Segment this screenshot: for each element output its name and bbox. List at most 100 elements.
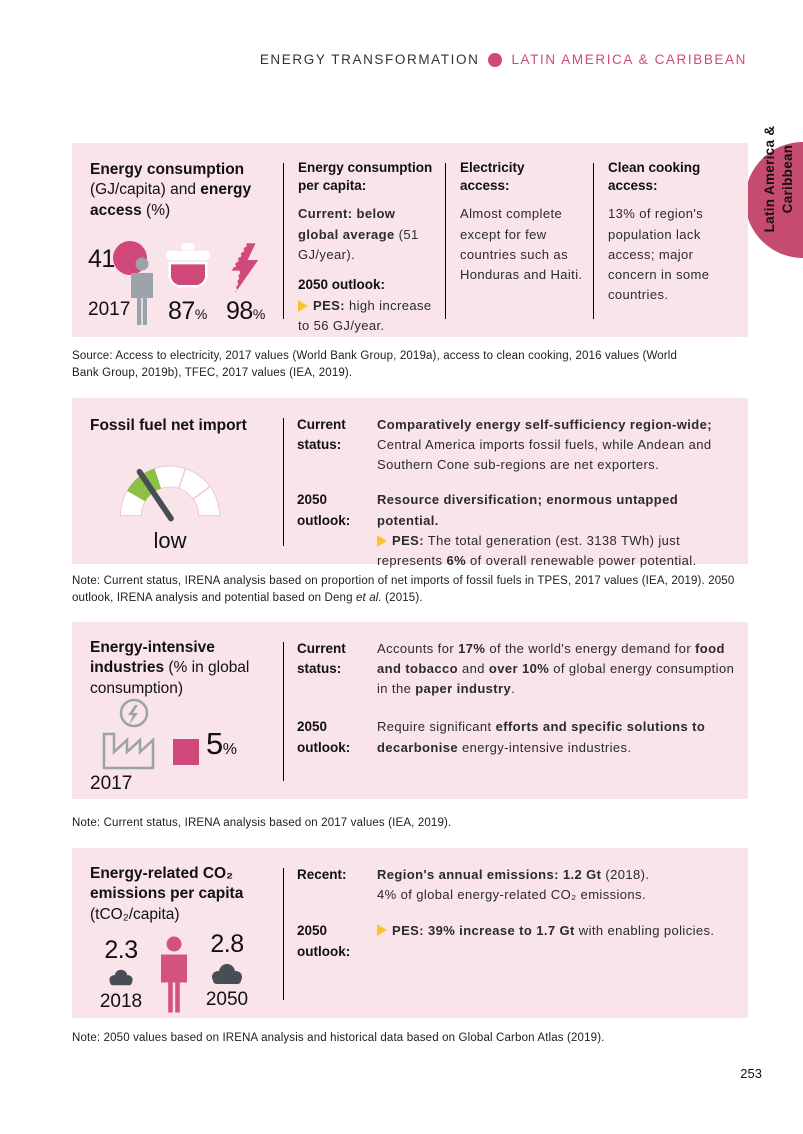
- box3-row2-label: 2050 outlook:: [297, 719, 351, 755]
- box3-row1-text: Accounts for 17% of the world's energy d…: [377, 639, 736, 699]
- seg-bold: over 10%: [488, 661, 550, 677]
- industries-box: Energy-intensive industries (% in global…: [72, 622, 748, 799]
- note2-part2: (2015).: [381, 592, 423, 605]
- gauge-label: low: [153, 528, 187, 553]
- col2-outlook-heading: 2050 outlook:: [298, 276, 386, 292]
- box1-title-reg2: (%): [141, 201, 171, 219]
- emissions-2050-group: 2.8 2050: [202, 930, 252, 1011]
- emissions-2050-year: 2050: [205, 989, 249, 1010]
- fossil-fuel-box: Fossil fuel net import low Current statu…: [72, 398, 748, 568]
- box1-icons: 41 2017 87%: [88, 241, 278, 331]
- col2-pes-label: PES:: [313, 298, 345, 314]
- box2-row1-text: Comparatively energy self-sufficiency re…: [377, 415, 736, 475]
- box3-content: Current status: Accounts for 17% of the …: [283, 622, 748, 799]
- emissions-2050-value: 2.8: [210, 930, 244, 958]
- seg-bold: efforts and specific solutions to decarb…: [377, 719, 706, 755]
- col2-heading: Energy consumption per capita:: [298, 160, 433, 194]
- seg: and: [457, 661, 489, 677]
- box2-row1-reg: Central America imports fossil fuels, wh…: [377, 437, 712, 473]
- electricity-value: 98: [226, 297, 253, 325]
- box4-left-panel: Energy-related CO₂ emissions per capita …: [72, 848, 283, 1018]
- cloud-icon-small: [109, 969, 133, 986]
- box1-col-electricity: Electricity access: Almost complete exce…: [445, 143, 593, 337]
- box3-left-panel: Energy-intensive industries (% in global…: [72, 622, 283, 799]
- seg: Require significant: [377, 719, 496, 735]
- cooking-value: 87: [168, 297, 195, 325]
- col4-body: 13% of region's population lack access; …: [608, 206, 710, 302]
- box1-title-bold1: Energy consumption: [90, 161, 245, 178]
- box2-pes-label: PES:: [392, 532, 424, 548]
- lightning-bolt-icon: [231, 243, 259, 293]
- seg: of the world's energy demand for: [485, 641, 696, 656]
- divider: [283, 642, 284, 781]
- box2-row2-label: 2050 outlook:: [297, 492, 351, 528]
- col2-current-bold: Current: below global average: [298, 206, 396, 242]
- divider: [593, 163, 594, 319]
- box4-row2-label: 2050 outlook:: [297, 923, 351, 959]
- factory-icon: [102, 698, 155, 770]
- gauge-icon: [119, 465, 221, 522]
- consumption-year: 2017: [88, 299, 131, 320]
- region-tab-line1: Latin America &: [762, 125, 777, 233]
- note-3: Note: Current status, IRENA analysis bas…: [72, 817, 452, 829]
- pes-arrow-icon: [377, 924, 387, 937]
- person-icon: [161, 936, 187, 1013]
- bar-pct: %: [222, 741, 237, 758]
- box1-col-per-capita: Energy consumption per capita: Current: …: [283, 143, 445, 337]
- page-number: 253: [740, 1066, 762, 1081]
- col4-heading: Clean cooking access:: [608, 160, 701, 194]
- box2-row1-bold: Comparatively energy self-sufficiency re…: [377, 417, 712, 432]
- box3-title: Energy-intensive industries (% in global…: [72, 622, 262, 699]
- note-2: Note: Current status, IRENA analysis bas…: [72, 573, 767, 608]
- bar-value: 5: [206, 726, 223, 761]
- divider: [283, 163, 284, 319]
- box4-row1-text: Region's annual emissions: 1.2 Gt (2018)…: [377, 865, 736, 905]
- seg: .: [511, 681, 516, 697]
- cooking-pct: %: [194, 306, 207, 322]
- box4-content: Recent: Region's annual emissions: 1.2 G…: [283, 848, 748, 1018]
- pes-arrow-icon: [298, 300, 308, 313]
- box2-row2-text: Resource diversification; enormous untap…: [377, 490, 736, 571]
- box1-title-reg1: (GJ/capita) and: [90, 181, 201, 199]
- page-header: ENERGY TRANSFORMATION LATIN AMERICA & CA…: [260, 52, 747, 67]
- source-note-1: Source: Access to electricity, 2017 valu…: [72, 350, 678, 380]
- box1-left-panel: Energy consumption (GJ/capita) and energ…: [72, 143, 283, 337]
- seg: (2018).: [601, 867, 650, 882]
- box3-title-reg: (% in global consumption): [90, 659, 250, 697]
- box3-title-bold: Energy-intensive industries: [90, 639, 215, 677]
- header-region: LATIN AMERICA & CARIBBEAN: [511, 52, 747, 67]
- co2-emissions-box: Energy-related CO₂ emissions per capita …: [72, 848, 748, 1018]
- electricity-access-value: 98%: [226, 297, 265, 326]
- box4-title-bold: Energy-related CO₂ emissions per capita: [90, 865, 244, 903]
- emissions-2018-year: 2018: [99, 991, 143, 1012]
- box2-row2-bold: Resource diversification; enormous untap…: [377, 492, 679, 528]
- divider: [283, 868, 284, 1000]
- header-dot-icon: [488, 52, 503, 67]
- seg: of global energy consumption in the: [377, 661, 735, 697]
- divider: [283, 418, 284, 546]
- box1-title: Energy consumption (GJ/capita) and energ…: [90, 160, 276, 221]
- seg: energy-intensive industries.: [458, 739, 632, 755]
- col2-pes-text: high increase to 56 GJ/year.: [298, 298, 432, 334]
- emissions-2018-value: 2.3: [104, 936, 138, 964]
- cloud-icon-large: [212, 964, 242, 984]
- bar-square-icon: [173, 739, 199, 765]
- emissions-2018-group: 2.3 2018: [98, 936, 144, 1013]
- box1-title-bold2: energy access: [90, 181, 252, 219]
- box2-pes-t2: of overall renewable power potential.: [466, 552, 697, 568]
- cooking-pot-icon: [165, 243, 211, 288]
- box1-col-cooking: Clean cooking access: 13% of region's po…: [593, 143, 748, 337]
- box4-title: Energy-related CO₂ emissions per capita …: [72, 848, 268, 925]
- seg-bold: 17%: [458, 641, 486, 656]
- box4-icons: 2.3 2018 2.8 205: [72, 928, 283, 1018]
- cooking-access-value: 87%: [168, 297, 207, 326]
- seg-bold: paper industry: [415, 681, 512, 697]
- header-title: ENERGY TRANSFORMATION: [259, 52, 480, 67]
- box3-row2-text: Require significant efforts and specific…: [377, 717, 736, 758]
- person-icon: [131, 257, 153, 325]
- divider: [445, 163, 446, 319]
- industry-share-value: 5%: [206, 726, 237, 762]
- energy-consumption-box: Energy consumption (GJ/capita) and energ…: [72, 143, 748, 337]
- region-tab: Latin America & Caribbean: [761, 94, 803, 264]
